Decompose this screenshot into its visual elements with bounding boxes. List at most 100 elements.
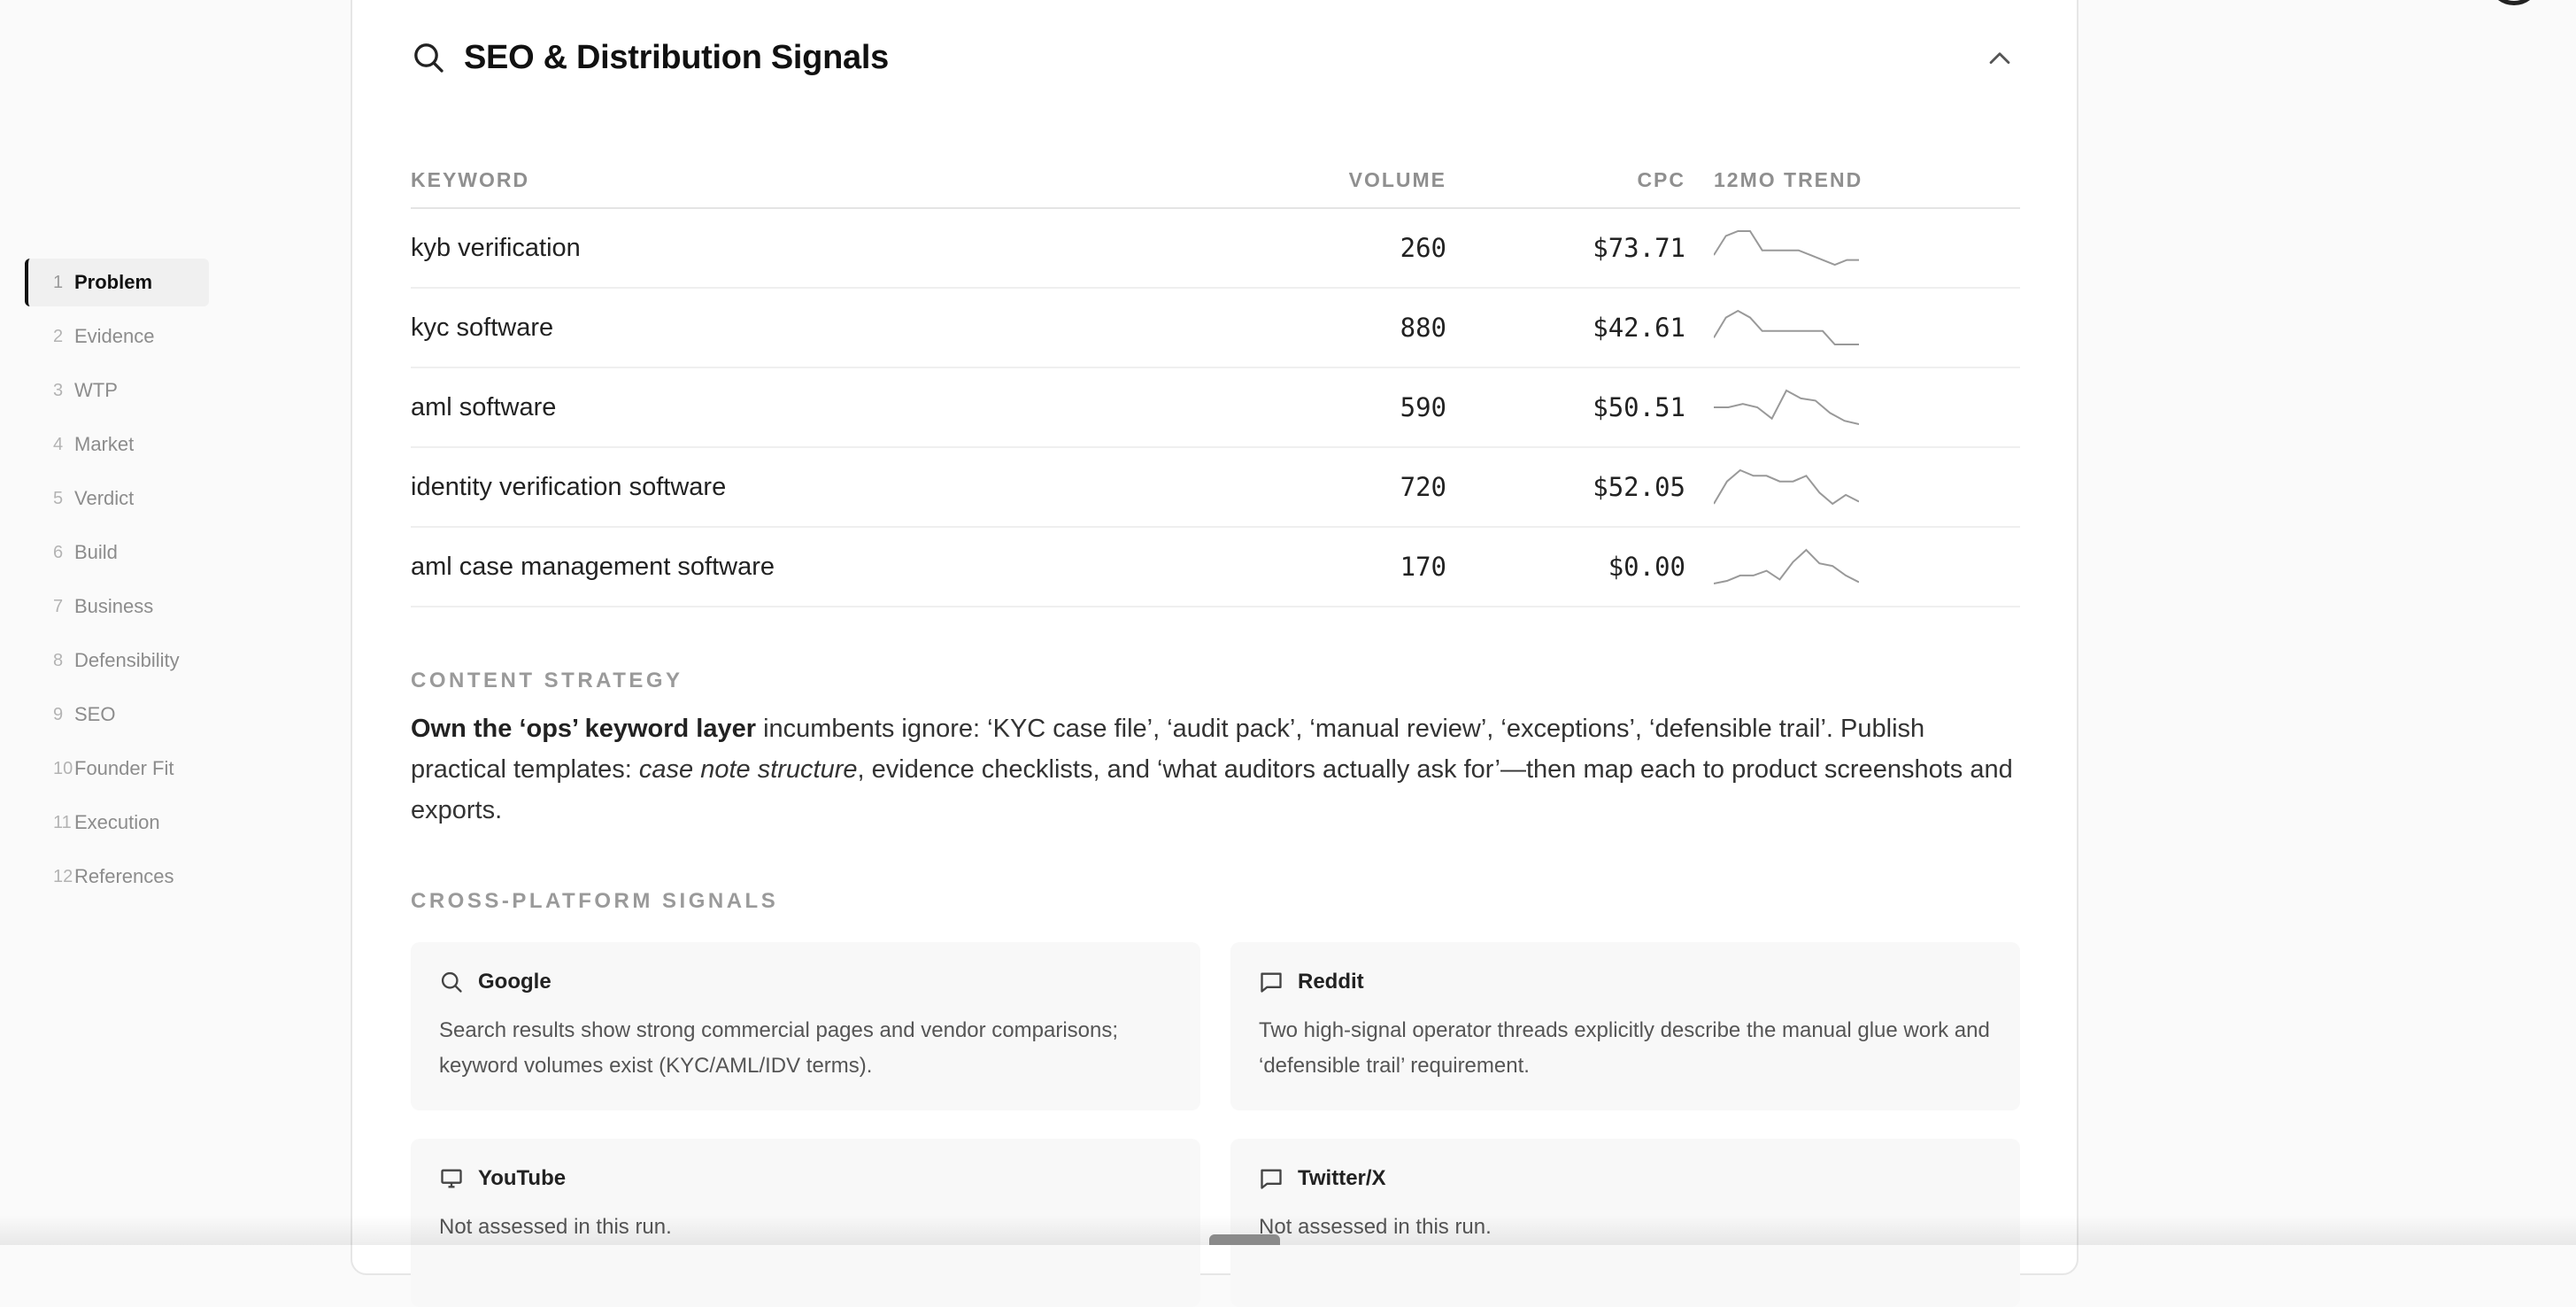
nav-item-number: 9 [53,704,64,724]
nav-item-label: WTP [74,379,118,401]
section-title: SEO & Distribution Signals [464,38,889,76]
table-row: aml software 590 $50.51 [411,368,2020,448]
volume-cell: 170 [1400,552,1446,582]
table-header: KEYWORD VOLUME CPC 12MO TREND [411,152,2020,209]
nav-item-number: 8 [53,650,64,670]
nav-item-label: Market [74,433,135,455]
content-strategy-italic: case note structure [638,755,858,784]
signal-card-description: Not assessed in this run. [1259,1215,1492,1239]
nav-item-wtp[interactable]: 3 WTP [25,367,209,414]
chevron-up-icon[interactable] [1985,44,2015,71]
nav-item-label: Verdict [74,487,135,509]
table-row: kyc software 880 $42.61 [411,289,2020,368]
nav-item-number: 12 [53,866,73,886]
nav-item-number: 10 [53,758,73,778]
nav-item-label: Evidence [74,325,155,347]
column-header-cpc: CPC [1637,167,1685,191]
nav-item-seo[interactable]: 9 SEO [25,691,209,739]
search-icon [414,43,443,73]
content-strategy-bold: Own the ‘ops’ keyword layer [411,715,757,743]
nav-item-label: Business [74,595,154,617]
content-strategy-text-2: , evidence checklists, and ‘what auditor… [411,755,2013,824]
section-header[interactable]: SEO & Distribution Signals [411,37,2020,78]
signal-card-twitter: Twitter/X Not assessed in this run. [1230,1139,2020,1307]
nav-item-defensibility[interactable]: 8 Defensibility [25,637,209,684]
cross-platform-label: CROSS-PLATFORM SIGNALS [411,889,779,913]
nav-item-label: Build [74,541,118,563]
keyword-cell: identity verification software [411,472,727,501]
nav-item-number: 6 [53,542,64,562]
nav-item-label: References [74,865,174,887]
nav-item-market[interactable]: 4 Market [25,421,209,468]
trend-cell [1685,228,1871,267]
keyword-cell: aml case management software [411,552,775,581]
nav-item-references[interactable]: 12 References [25,853,209,901]
signal-card-description: Not assessed in this run. [439,1215,672,1239]
trend-sparkline [1714,389,1859,425]
nav-item-label: Defensibility [74,649,180,671]
trend-cell [1685,547,1871,586]
table-row: aml case management software 170 $0.00 [411,528,2020,607]
monitor-icon [441,1169,462,1188]
volume-cell: 880 [1400,313,1446,343]
cpc-cell: $0.00 [1608,552,1685,582]
keyword-table: KEYWORD VOLUME CPC 12MO TREND kyb verifi… [411,152,2020,607]
nav-item-number: 11 [53,812,72,832]
signal-card-title: YouTube [478,1166,567,1190]
nav-item-execution[interactable]: 11 Execution [25,799,209,847]
trend-cell [1685,308,1871,347]
table-row: identity verification software 720 $52.0… [411,448,2020,528]
message-icon [1261,1169,1282,1189]
content-strategy-label: CONTENT STRATEGY [411,669,683,692]
keyword-cell: kyb verification [411,233,581,262]
nav-item-label: Problem [74,271,153,293]
cpc-cell: $73.71 [1593,233,1685,263]
nav-item-number: 7 [53,596,64,616]
nav-item-number: 3 [53,380,64,400]
nav-item-label: Execution [74,811,160,833]
signal-card-description: Two high-signal operator threads explici… [1259,1018,1990,1078]
volume-cell: 590 [1400,392,1446,422]
nav-item-build[interactable]: 6 Build [25,529,209,576]
message-icon [1261,972,1282,993]
trend-sparkline [1714,230,1859,267]
search-icon [441,971,462,993]
table-row: kyb verification 260 $73.71 [411,209,2020,289]
volume-cell: 720 [1400,472,1446,502]
cpc-cell: $52.05 [1593,472,1685,502]
trend-sparkline [1714,468,1859,506]
cpc-cell: $42.61 [1593,313,1685,343]
nav-item-number: 2 [53,326,64,346]
signal-card-description: Search results show strong commercial pa… [439,1018,1119,1078]
keyword-cell: kyc software [411,313,554,342]
section-nav: 1 Problem 2 Evidence 3 WTP 4 Market 5 Verdict… [25,259,209,907]
scrollbar-thumb[interactable] [1209,1234,1280,1245]
nav-item-number: 1 [53,272,64,292]
nav-item-label: Founder Fit [74,757,174,779]
nav-item-problem[interactable]: 1 Problem [25,259,209,306]
signal-card-reddit: Reddit Two high-signal operator threads … [1230,942,2020,1110]
seo-section-card: SEO & Distribution Signals KEYWORD VOLUM… [351,0,2079,1307]
avatar[interactable] [2487,0,2541,5]
nav-item-label: SEO [74,703,116,725]
volume-cell: 260 [1400,233,1446,263]
trend-sparkline [1714,548,1859,584]
trend-sparkline [1714,309,1859,345]
trend-cell [1685,468,1871,507]
nav-item-founder-fit[interactable]: 10 Founder Fit [25,745,209,793]
content-strategy-text: Own the ‘ops’ keyword layer incumbents i… [411,708,2020,831]
column-header-trend: 12MO TREND [1714,167,1863,191]
keyword-cell: aml software [411,392,557,421]
trend-cell [1685,388,1871,427]
nav-item-verdict[interactable]: 5 Verdict [25,475,209,522]
column-header-volume: VOLUME [1348,167,1446,191]
nav-item-number: 4 [53,434,64,454]
cpc-cell: $50.51 [1593,392,1685,422]
signal-card-youtube: YouTube Not assessed in this run. [411,1139,1200,1307]
signal-card-title: Twitter/X [1298,1166,1386,1190]
nav-item-evidence[interactable]: 2 Evidence [25,313,209,360]
signal-card-title: Reddit [1298,970,1364,994]
nav-item-number: 5 [53,488,64,508]
nav-item-business[interactable]: 7 Business [25,583,209,630]
signal-card-google: Google Search results show strong commer… [411,942,1200,1110]
